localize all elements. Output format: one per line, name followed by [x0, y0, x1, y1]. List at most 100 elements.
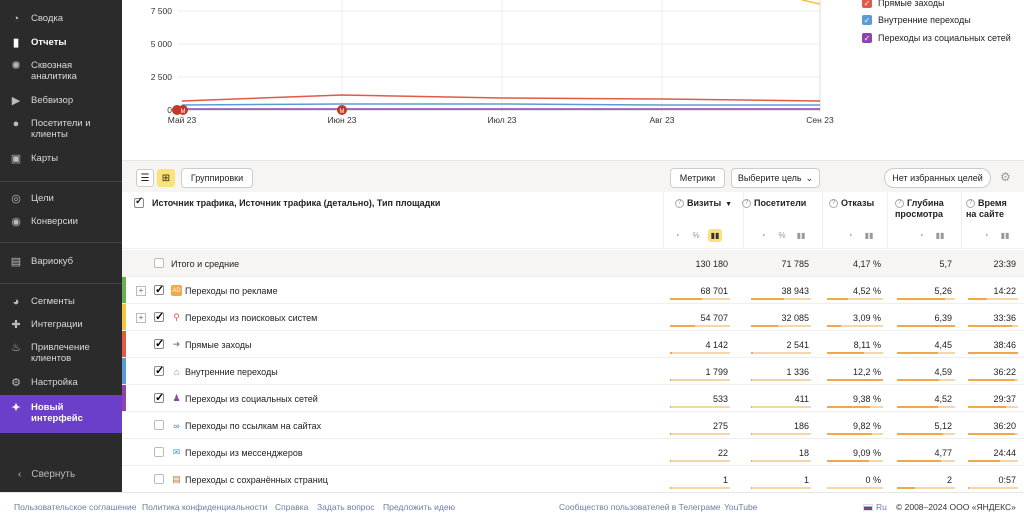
sidebar-item-settings[interactable]: ⚙ Настройка: [0, 377, 122, 389]
table-row[interactable]: ✉ Переходы из мессенджеров 22 18 9,09 % 4,77 2…: [122, 439, 1024, 466]
metric-bar-fill: [897, 487, 915, 489]
metric-bar-fill: [670, 352, 672, 354]
sidebar-item-new-interface[interactable]: ✦ Новый интерфейс: [0, 395, 122, 433]
cell-value: 9,38 %: [852, 394, 881, 404]
dimension-header[interactable]: ✓ Источник трафика, Источник трафика (де…: [134, 197, 441, 208]
row-label[interactable]: Переходы с сохранённых страниц: [185, 475, 328, 485]
bar-chart-icon[interactable]: ▮▮: [708, 229, 722, 242]
footer-link-ask[interactable]: Задать вопрос: [317, 502, 375, 512]
gear-icon[interactable]: ⚙: [1000, 170, 1011, 184]
collapse-button[interactable]: ‹ Свернуть: [18, 469, 75, 480]
metric-bar: [897, 487, 955, 489]
groupings-button[interactable]: Группировки: [181, 168, 253, 188]
row-label[interactable]: Внутренние переходы: [185, 367, 278, 377]
legend-item-internal[interactable]: ✓ Внутренние переходы: [862, 15, 971, 25]
column-header-label: Посетители: [754, 198, 807, 208]
column-header-visitors[interactable]: ? Посетители: [742, 198, 806, 209]
sidebar-item-goals[interactable]: ◎ Цели: [0, 193, 122, 205]
table-row[interactable]: ⌂ Внутренние переходы 1 799 1 336 12,2 % 4,59…: [122, 358, 1024, 385]
sidebar-item-visitors[interactable]: ● Посетители и клиенты: [0, 118, 122, 140]
metrics-button[interactable]: Метрики: [670, 168, 725, 188]
sidebar-item-segments[interactable]: ◕ Сегменты: [0, 296, 122, 308]
depth-view-icons: ◔ ▮▮: [914, 229, 947, 242]
sidebar-item-maps[interactable]: ▣ Карты: [0, 153, 122, 165]
footer-link-telegram[interactable]: Сообщество пользователей в Телеграме: [559, 502, 721, 512]
event-marker[interactable]: [178, 105, 188, 115]
sidebar-item-variocube[interactable]: ▤ Вариокуб: [0, 256, 122, 268]
legend-item-direct[interactable]: ✓ Прямые заходы: [862, 0, 944, 8]
metric-bar: [751, 487, 811, 489]
row-checkbox[interactable]: [154, 447, 164, 457]
bar-chart-icon[interactable]: ▮▮: [796, 231, 806, 240]
metric-bar-fill: [751, 379, 753, 381]
footer-link-privacy[interactable]: Политика конфиденциальности: [142, 502, 268, 512]
legend-item-social[interactable]: ✓ Переходы из социальных сетей: [862, 33, 1011, 43]
row-checkbox[interactable]: [154, 474, 164, 484]
table-total-row[interactable]: Итого и средние 130 180 71 785 4,17 % 5,7 23:…: [122, 250, 1024, 277]
goal-select[interactable]: Выберите цель ⌄: [731, 168, 820, 188]
row-checkbox[interactable]: [154, 420, 164, 430]
event-marker[interactable]: [337, 105, 347, 115]
metric-bar: [827, 298, 883, 300]
percent-icon[interactable]: %: [778, 231, 786, 240]
row-label[interactable]: Прямые заходы: [185, 340, 252, 350]
bar-chart-icon[interactable]: ▮▮: [935, 231, 945, 240]
sidebar-item-acquisition[interactable]: ♨ Привлечение клиентов: [0, 342, 122, 364]
sidebar-item-reports[interactable]: ▮ Отчеты: [0, 37, 122, 49]
expand-icon[interactable]: +: [136, 313, 146, 323]
table-row[interactable]: ∞ Переходы по ссылкам на сайтах 275 186 9,82…: [122, 412, 1024, 439]
column-header-depth[interactable]: ? Глубина просмотра: [895, 198, 955, 220]
table-row[interactable]: ▤ Переходы с сохранённых страниц 1 1 0 % 2 0:5…: [122, 466, 1024, 493]
column-header-time[interactable]: ? Время на сайте: [966, 198, 1016, 220]
metric-bar: [897, 352, 955, 354]
sidebar-item-webvisor[interactable]: ▶ Вебвизор: [0, 95, 122, 107]
sidebar-item-conversions[interactable]: ◉ Конверсии: [0, 216, 122, 228]
bar-chart-icon[interactable]: ▮▮: [1000, 231, 1010, 240]
row-label[interactable]: Переходы из мессенджеров: [185, 448, 303, 458]
row-label[interactable]: Переходы из социальных сетей: [185, 394, 318, 404]
language-switch[interactable]: Ru: [863, 502, 887, 512]
row-checkbox[interactable]: [154, 258, 164, 268]
cell-value: 24:44: [993, 448, 1016, 458]
expand-icon[interactable]: +: [136, 286, 146, 296]
cell-value: 4,52: [934, 394, 952, 404]
table-row[interactable]: ➜ Прямые заходы 4 142 2 541 8,11 % 4,45 38:46: [122, 331, 1024, 358]
list-view-button[interactable]: ☰: [136, 169, 154, 187]
table-row[interactable]: ♟ Переходы из социальных сетей 533 411 9,38 …: [122, 385, 1024, 412]
column-header-visits[interactable]: ? Визиты ▼: [675, 198, 732, 210]
row-label[interactable]: Итого и средние: [171, 259, 240, 269]
pie-icon[interactable]: ◔: [918, 231, 924, 240]
row-label[interactable]: Переходы по ссылкам на сайтах: [185, 421, 322, 431]
table-header: ✓ Источник трафика, Источник трафика (де…: [122, 192, 1024, 249]
footer-link-terms[interactable]: Пользовательское соглашение: [14, 502, 137, 512]
sidebar-item-summary[interactable]: ◔ Сводка: [0, 13, 122, 25]
chevron-left-icon: ‹: [18, 469, 22, 480]
bar-chart-icon[interactable]: ▮▮: [864, 231, 874, 240]
column-header-bounces[interactable]: ? Отказы: [829, 198, 874, 209]
pie-icon[interactable]: ◔: [983, 231, 989, 240]
row-checkbox[interactable]: [154, 283, 164, 296]
pie-icon[interactable]: ◔: [674, 231, 680, 240]
row-label[interactable]: Переходы по рекламе: [185, 286, 278, 296]
cell-value: 1 336: [786, 367, 809, 377]
table-row[interactable]: + ⚲ Переходы из поисковых систем 54 707 32 0…: [122, 304, 1024, 331]
row-label[interactable]: Переходы из поисковых систем: [185, 313, 318, 323]
row-checkbox[interactable]: [154, 364, 164, 377]
pie-icon[interactable]: ◔: [847, 231, 853, 240]
cell-value: 14:22: [993, 286, 1016, 296]
footer-link-help[interactable]: Справка: [275, 502, 309, 512]
tree-view-button[interactable]: ⊞: [157, 169, 175, 187]
footer-link-suggest[interactable]: Предложить идею: [383, 502, 455, 512]
sidebar-item-integrations[interactable]: ✚ Интеграции: [0, 319, 122, 331]
row-checkbox[interactable]: [154, 391, 164, 404]
percent-icon[interactable]: %: [692, 231, 700, 240]
dimension-header-label: Источник трафика, Источник трафика (дета…: [152, 198, 441, 208]
pie-icon[interactable]: ◔: [760, 231, 766, 240]
gear-icon: ⚙: [11, 376, 21, 389]
footer-link-youtube[interactable]: YouTube: [724, 502, 758, 512]
favorite-goals-button[interactable]: Нет избранных целей: [884, 168, 991, 188]
row-checkbox[interactable]: [154, 337, 164, 350]
sidebar-item-end-to-end[interactable]: ✺ Сквозная аналитика: [0, 60, 110, 82]
row-checkbox[interactable]: [154, 310, 164, 323]
